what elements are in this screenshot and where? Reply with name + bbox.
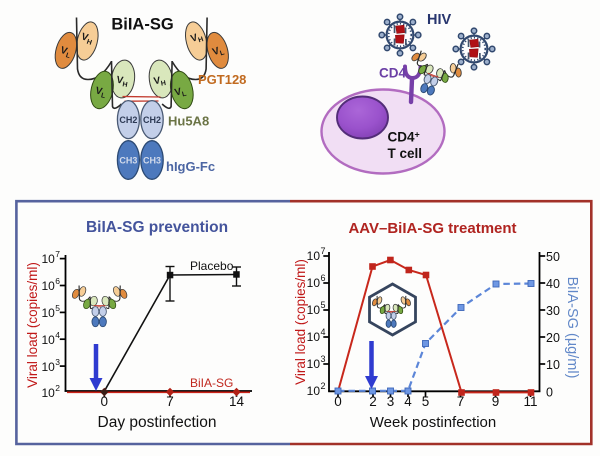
svg-text:BiIA-SG (µg/ml): BiIA-SG (µg/ml): [564, 277, 580, 379]
svg-text:3: 3: [320, 354, 325, 364]
svg-text:HIV: HIV: [427, 12, 452, 28]
svg-text:10: 10: [307, 249, 321, 263]
svg-text:Viral load (copies/ml): Viral load (copies/ml): [25, 262, 40, 388]
svg-text:20: 20: [546, 331, 560, 345]
svg-text:5: 5: [55, 303, 60, 313]
svg-text:0: 0: [546, 386, 553, 400]
svg-text:10: 10: [307, 303, 321, 317]
svg-text:2: 2: [320, 381, 325, 391]
svg-text:9: 9: [492, 394, 500, 409]
svg-text:50: 50: [546, 250, 560, 264]
svg-text:10: 10: [41, 279, 55, 293]
svg-text:CH2: CH2: [143, 115, 161, 125]
svg-text:40: 40: [546, 277, 560, 291]
svg-text:CD4: CD4: [379, 66, 406, 81]
svg-text:Placebo: Placebo: [190, 259, 234, 273]
svg-text:7: 7: [320, 246, 325, 256]
svg-text:2: 2: [369, 394, 377, 409]
svg-text:0: 0: [101, 394, 109, 409]
svg-text:4: 4: [320, 327, 325, 337]
svg-text:Viral load (copies/ml): Viral load (copies/ml): [293, 259, 308, 385]
svg-text:BiIA-SG: BiIA-SG: [111, 16, 173, 34]
svg-text:BiIA-SG prevention: BiIA-SG prevention: [86, 219, 228, 236]
svg-text:10: 10: [41, 333, 55, 347]
svg-text:10: 10: [41, 306, 55, 320]
svg-text:3: 3: [55, 357, 60, 367]
svg-text:7: 7: [166, 394, 174, 409]
svg-text:2: 2: [55, 383, 60, 393]
svg-text:10: 10: [41, 386, 55, 400]
svg-text:30: 30: [546, 304, 560, 318]
svg-text:PGT128: PGT128: [198, 72, 246, 87]
svg-text:6: 6: [55, 276, 60, 286]
svg-text:CH3: CH3: [119, 155, 137, 165]
svg-text:10: 10: [546, 358, 560, 372]
svg-text:4: 4: [55, 330, 60, 340]
svg-text:10: 10: [41, 252, 55, 266]
svg-text:6: 6: [320, 273, 325, 283]
svg-text:Day postinfection: Day postinfection: [98, 414, 217, 431]
svg-text:4: 4: [404, 394, 412, 409]
svg-text:5: 5: [320, 300, 325, 310]
svg-text:0: 0: [334, 394, 342, 409]
svg-text:AAV–BiIA-SG treatment: AAV–BiIA-SG treatment: [348, 220, 516, 237]
svg-text:hIgG-Fc: hIgG-Fc: [166, 159, 215, 174]
svg-text:CD4+: CD4+: [388, 130, 420, 145]
svg-text:3: 3: [387, 394, 395, 409]
svg-text:Week postinfection: Week postinfection: [370, 414, 496, 431]
svg-text:14: 14: [229, 394, 245, 409]
svg-text:10: 10: [307, 330, 321, 344]
svg-text:Hu5A8: Hu5A8: [168, 114, 209, 129]
svg-text:BiIA-SG: BiIA-SG: [190, 376, 233, 390]
svg-text:T cell: T cell: [388, 146, 423, 161]
svg-text:7: 7: [55, 249, 60, 259]
svg-text:10: 10: [307, 384, 321, 398]
svg-text:CH3: CH3: [143, 155, 161, 165]
svg-text:10: 10: [307, 276, 321, 290]
svg-text:7: 7: [457, 394, 465, 409]
svg-text:5: 5: [422, 394, 430, 409]
svg-text:11: 11: [523, 394, 537, 409]
svg-text:10: 10: [41, 360, 55, 374]
svg-text:10: 10: [307, 357, 321, 371]
svg-text:CH2: CH2: [119, 115, 137, 125]
